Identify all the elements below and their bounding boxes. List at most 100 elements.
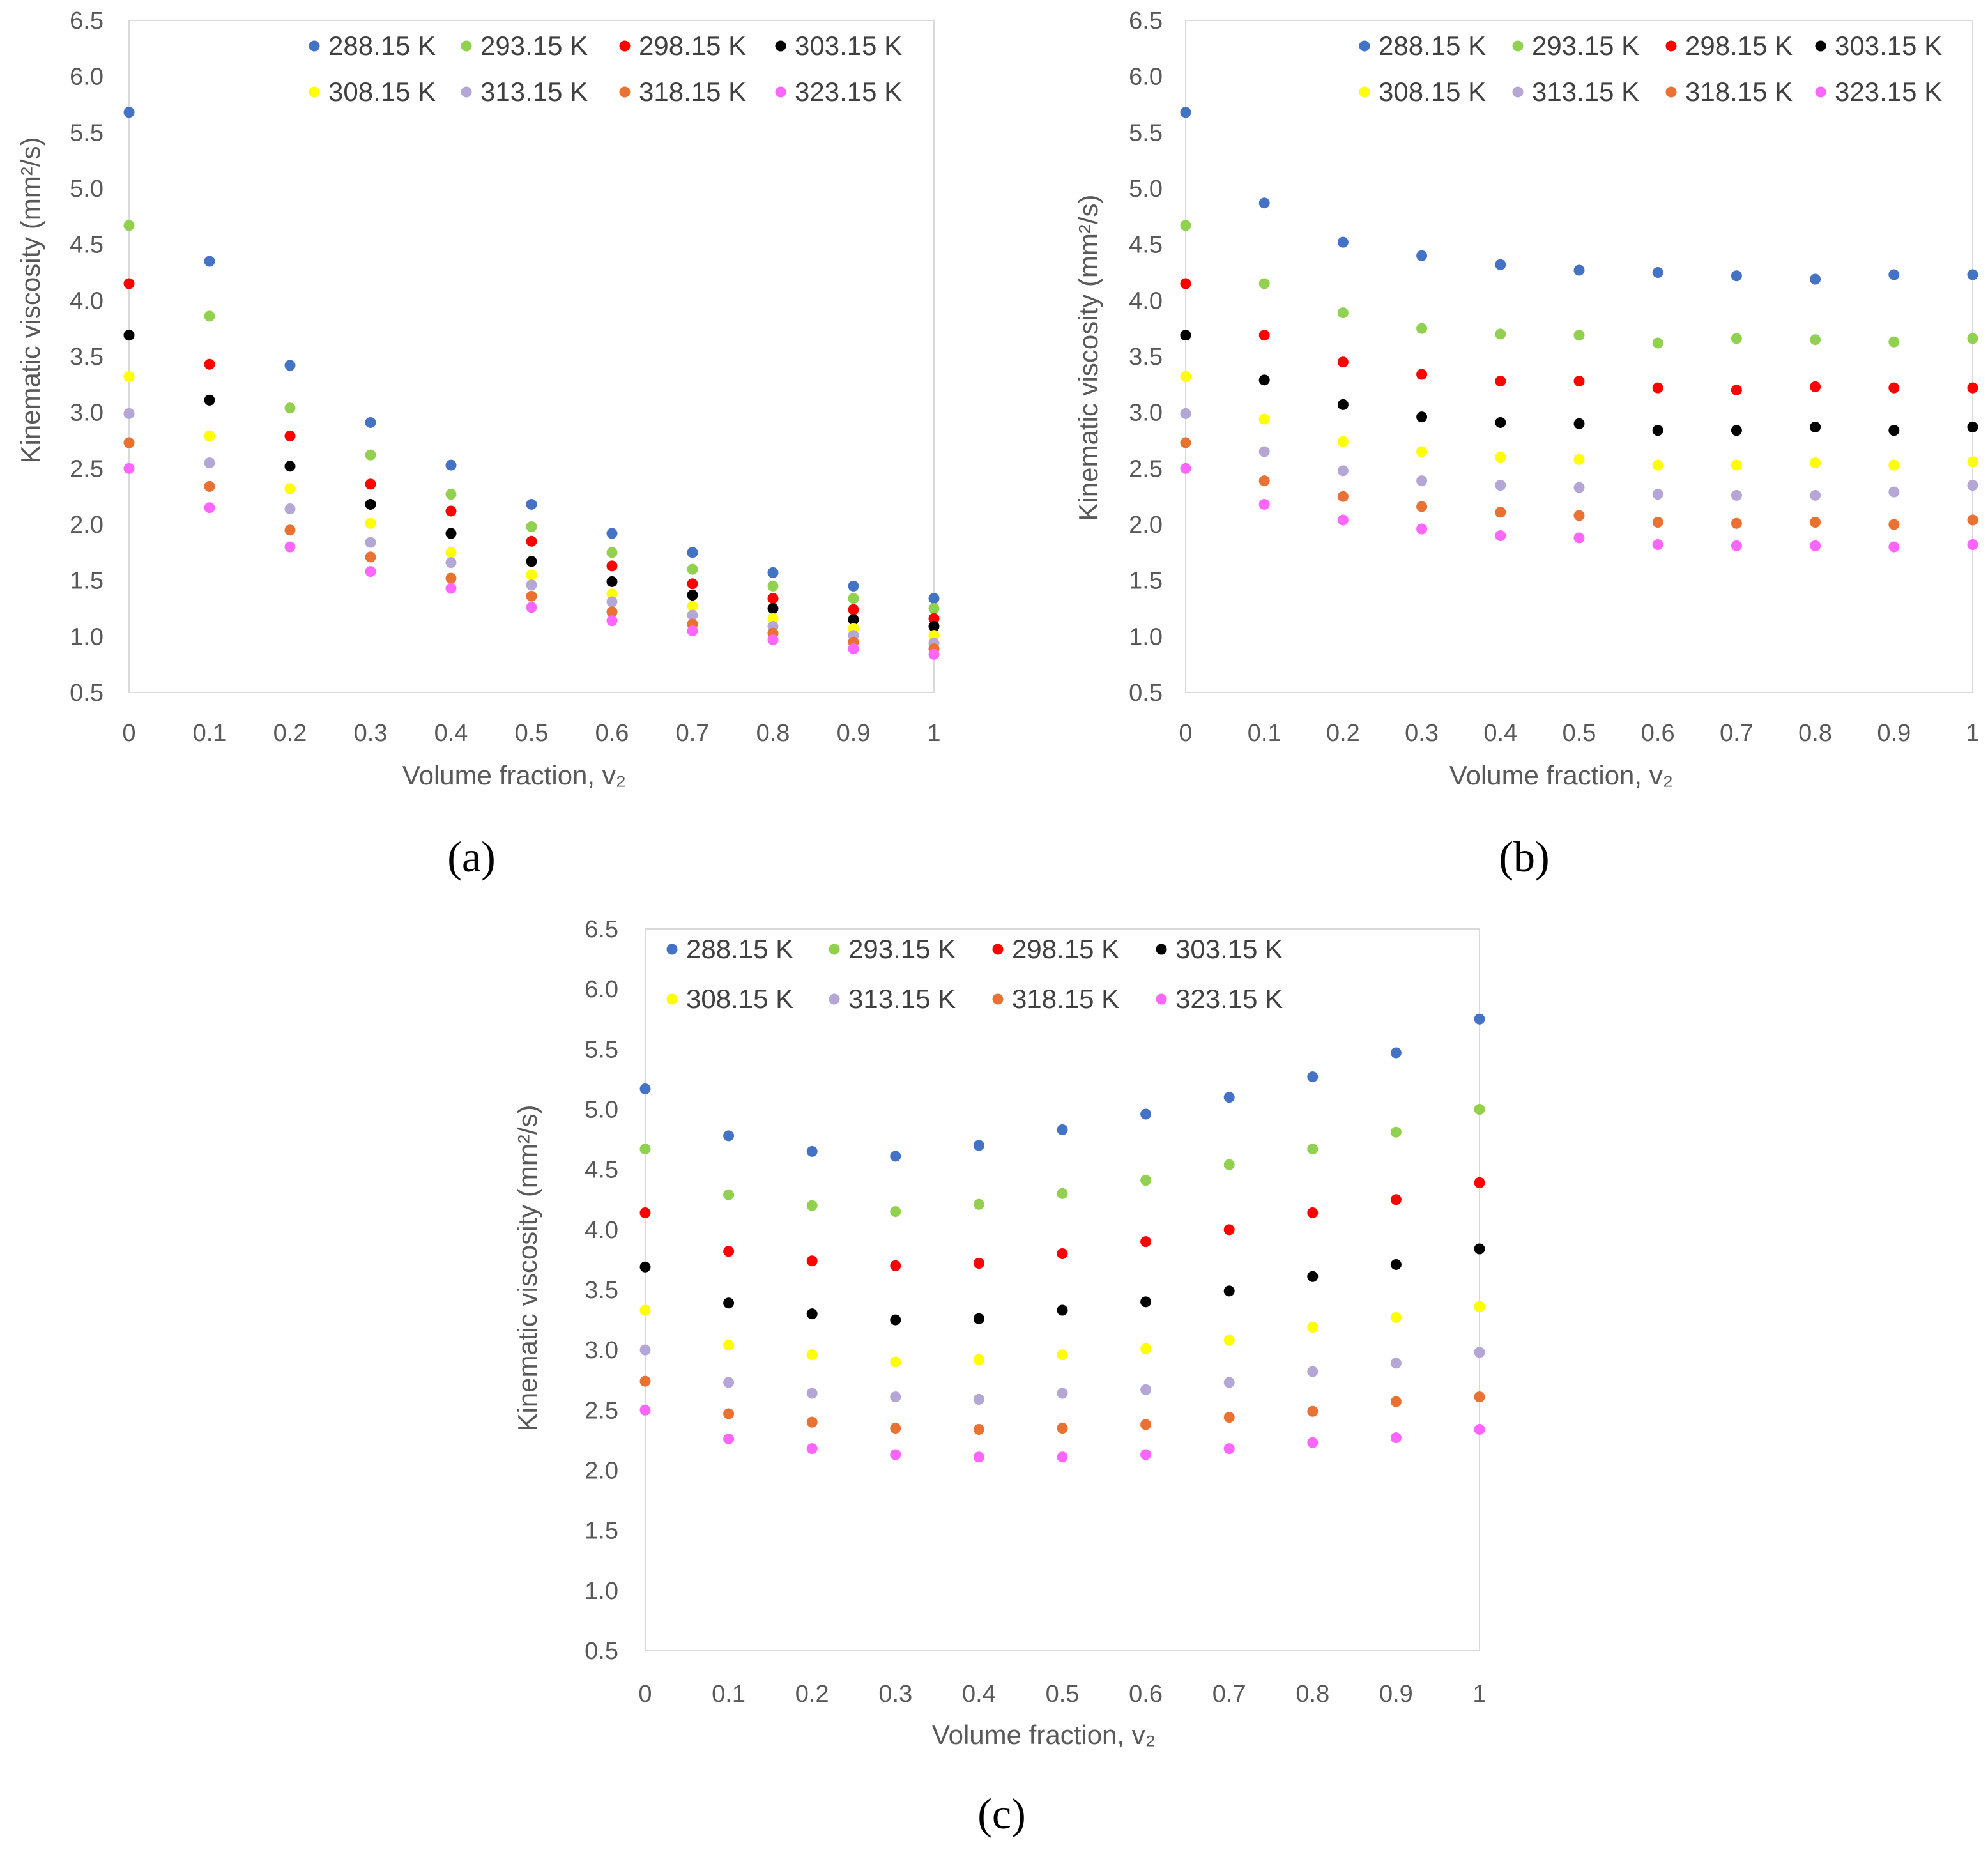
data-point xyxy=(1888,486,1900,498)
data-point xyxy=(1474,1104,1485,1115)
legend-marker xyxy=(1512,86,1524,98)
data-point xyxy=(723,1377,735,1388)
data-point xyxy=(1474,1177,1485,1188)
legend-label: 308.15 K xyxy=(686,984,793,1014)
y-tick-label: 4.5 xyxy=(1129,232,1163,259)
data-point xyxy=(687,609,698,621)
data-point xyxy=(1390,1312,1402,1323)
data-point xyxy=(1731,425,1742,436)
y-tick-label: 2.0 xyxy=(585,1458,618,1485)
x-tick-label: 0.2 xyxy=(795,1681,829,1708)
legend-label: 313.15 K xyxy=(480,77,588,107)
plot-area-border xyxy=(1185,20,1973,693)
data-point xyxy=(526,579,537,591)
data-point xyxy=(606,560,618,572)
legend-marker xyxy=(1512,40,1524,52)
x-tick-label: 0.7 xyxy=(1720,720,1754,747)
data-point xyxy=(687,578,698,590)
legend-marker xyxy=(829,993,840,1005)
data-point xyxy=(1337,307,1349,319)
legend-marker xyxy=(775,86,786,98)
data-point xyxy=(973,1140,984,1151)
data-point xyxy=(973,1258,984,1269)
data-point xyxy=(639,1375,651,1387)
data-point xyxy=(1307,1366,1319,1377)
data-point xyxy=(284,430,296,441)
y-tick-label: 6.0 xyxy=(70,64,103,91)
data-point xyxy=(806,1145,818,1157)
legend-label: 298.15 K xyxy=(1685,31,1793,61)
y-tick-label: 1.5 xyxy=(1129,568,1163,595)
panel-label: (b) xyxy=(1499,832,1549,881)
y-tick-label: 0.5 xyxy=(1129,680,1163,707)
y-tick-label: 4.5 xyxy=(70,232,103,259)
x-axis-title: Volume fraction, v₂ xyxy=(932,1720,1156,1750)
chart-panel-b: 0.51.01.52.02.53.03.54.04.55.05.56.06.5 … xyxy=(1073,8,1980,881)
data-point xyxy=(1258,446,1270,457)
data-point xyxy=(1810,273,1821,285)
data-point xyxy=(1888,269,1900,280)
data-point xyxy=(1495,480,1506,491)
data-point xyxy=(848,604,859,615)
data-point xyxy=(445,557,457,569)
data-point xyxy=(1258,278,1270,289)
y-axis-title: Kinematic viscosity (mm²/s) xyxy=(15,137,45,463)
data-point xyxy=(639,1304,651,1316)
data-point xyxy=(123,371,135,383)
data-point xyxy=(606,576,618,587)
data-point xyxy=(204,430,215,441)
x-tick-label: 0.4 xyxy=(962,1681,996,1708)
data-point xyxy=(928,630,940,641)
data-point xyxy=(723,1340,735,1351)
data-point xyxy=(687,547,698,558)
data-point xyxy=(1180,107,1191,118)
data-point xyxy=(123,463,135,474)
data-point xyxy=(723,1130,735,1142)
y-tick-label: 1.5 xyxy=(70,568,103,595)
data-point xyxy=(1337,356,1349,368)
data-points xyxy=(639,1013,1485,1463)
data-point xyxy=(1223,1412,1235,1423)
data-point xyxy=(1652,337,1663,349)
data-point xyxy=(123,107,135,118)
y-tick-label: 3.0 xyxy=(585,1337,618,1364)
data-point xyxy=(890,1391,901,1403)
data-point xyxy=(1967,456,1978,468)
data-point xyxy=(284,483,296,494)
x-tick-label: 0 xyxy=(1179,720,1192,747)
legend-label: 288.15 K xyxy=(328,31,436,61)
data-point xyxy=(806,1255,818,1267)
data-point xyxy=(1474,1013,1485,1025)
data-point xyxy=(1057,1388,1068,1399)
data-point xyxy=(767,613,779,624)
data-point xyxy=(928,648,940,660)
data-point xyxy=(890,1356,901,1368)
x-tick-label: 0.8 xyxy=(756,720,790,747)
data-point xyxy=(1967,480,1978,491)
y-tick-label: 4.0 xyxy=(70,287,103,314)
data-point xyxy=(1652,267,1663,278)
data-point xyxy=(526,602,537,613)
data-point xyxy=(806,1388,818,1399)
data-point xyxy=(1180,408,1191,419)
data-point xyxy=(890,1260,901,1271)
x-tick-label: 0.2 xyxy=(273,720,307,747)
legend-label: 293.15 K xyxy=(1532,31,1639,61)
y-tick-label: 2.5 xyxy=(1129,455,1163,482)
legend-label: 298.15 K xyxy=(1012,934,1119,964)
data-point xyxy=(445,459,457,471)
x-axis: 0 0.1 0.2 0.3 0.4 0.5 0.6 0.7 0.8 0.9 1 xyxy=(122,720,940,747)
data-point xyxy=(639,1083,651,1094)
x-tick-label: 0.6 xyxy=(1129,1681,1163,1708)
data-point xyxy=(639,1144,651,1155)
data-point xyxy=(1416,523,1428,535)
data-point xyxy=(1258,413,1270,425)
plot-area-border xyxy=(128,20,935,693)
legend-marker xyxy=(666,993,678,1005)
legend: 288.15 K 293.15 K 298.15 K 303.15 K 308.15 K… xyxy=(666,934,1283,1014)
data-point xyxy=(1967,514,1978,526)
y-tick-label: 1.5 xyxy=(585,1518,618,1545)
data-point xyxy=(284,524,296,536)
data-point xyxy=(1731,517,1742,529)
data-point xyxy=(1573,532,1585,544)
